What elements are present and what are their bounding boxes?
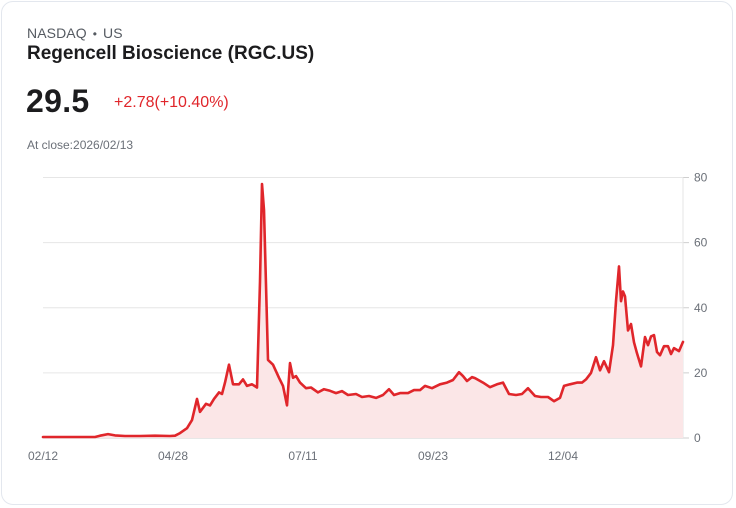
exchange-line: NASDAQ • US (27, 25, 123, 41)
y-tick-label: 40 (694, 301, 708, 315)
chart-area-fill (43, 184, 683, 438)
y-axis-labels: 0 20 40 60 80 (694, 171, 708, 446)
x-tick-label: 12/04 (548, 449, 578, 463)
x-tick-label: 07/11 (288, 449, 317, 463)
price-change: +2.78(+10.40%) (114, 94, 229, 111)
x-tick-label: 09/23 (418, 449, 448, 463)
close-date: At close:2026/02/13 (27, 138, 134, 152)
chart-price-line (41, 182, 685, 439)
x-axis-labels: 02/12 04/28 07/11 09/23 12/04 (28, 449, 578, 463)
y-tick-label: 0 (694, 431, 701, 445)
region: US (103, 25, 123, 41)
exchange-name: NASDAQ (27, 25, 87, 41)
y-tick-label: 60 (694, 236, 708, 250)
current-price: 29.5 (26, 83, 90, 119)
y-tick-label: 20 (694, 366, 708, 380)
x-tick-label: 04/28 (158, 449, 188, 463)
y-tick-label: 80 (694, 171, 708, 185)
stock-title: Regencell Bioscience (RGC.US) (27, 43, 315, 64)
separator-dot: • (92, 27, 98, 41)
x-tick-label: 02/12 (28, 449, 58, 463)
